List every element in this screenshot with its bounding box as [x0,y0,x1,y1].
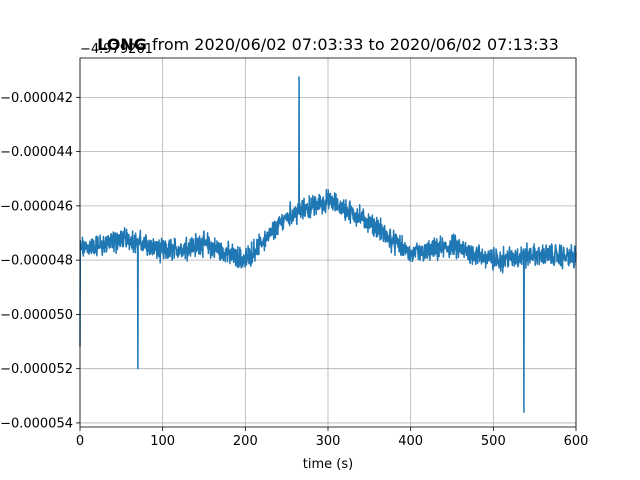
y-tick-label-2: −0.000046 [0,199,73,214]
y-tick-label-0: −0.000042 [0,91,73,106]
y-tick-label-6: −0.000054 [0,416,73,431]
y-tick-label-3: −0.000048 [0,254,73,269]
y-offset-label: −4.979261 [80,42,153,57]
x-axis-label: time (s) [303,457,353,472]
x-tick-label-1: 100 [150,434,175,449]
x-tick-label-6: 600 [564,434,589,449]
x-tick-label-0: 0 [76,434,84,449]
series-line [79,76,577,413]
y-tick-label-5: −0.000052 [0,362,73,377]
chart-title-bold: LONG [97,35,147,54]
x-tick-label-4: 400 [398,434,423,449]
grid [79,58,577,427]
chart-title: LONG from 2020/06/02 07:03:33 to 2020/06… [97,35,559,54]
x-tick-label-2: 200 [233,434,258,449]
x-tick-label-3: 300 [316,434,341,449]
y-tick-label-4: −0.000050 [0,308,73,323]
axes: 0 100 200 300 400 500 600 −0.000042 −0.000044 −0.… [0,57,589,449]
x-tick-label-5: 500 [481,434,506,449]
y-tick-label-1: −0.000044 [0,145,73,160]
chart-title-rest: from 2020/06/02 07:03:33 to 2020/06/02 0… [147,35,559,54]
data-series [79,76,577,413]
